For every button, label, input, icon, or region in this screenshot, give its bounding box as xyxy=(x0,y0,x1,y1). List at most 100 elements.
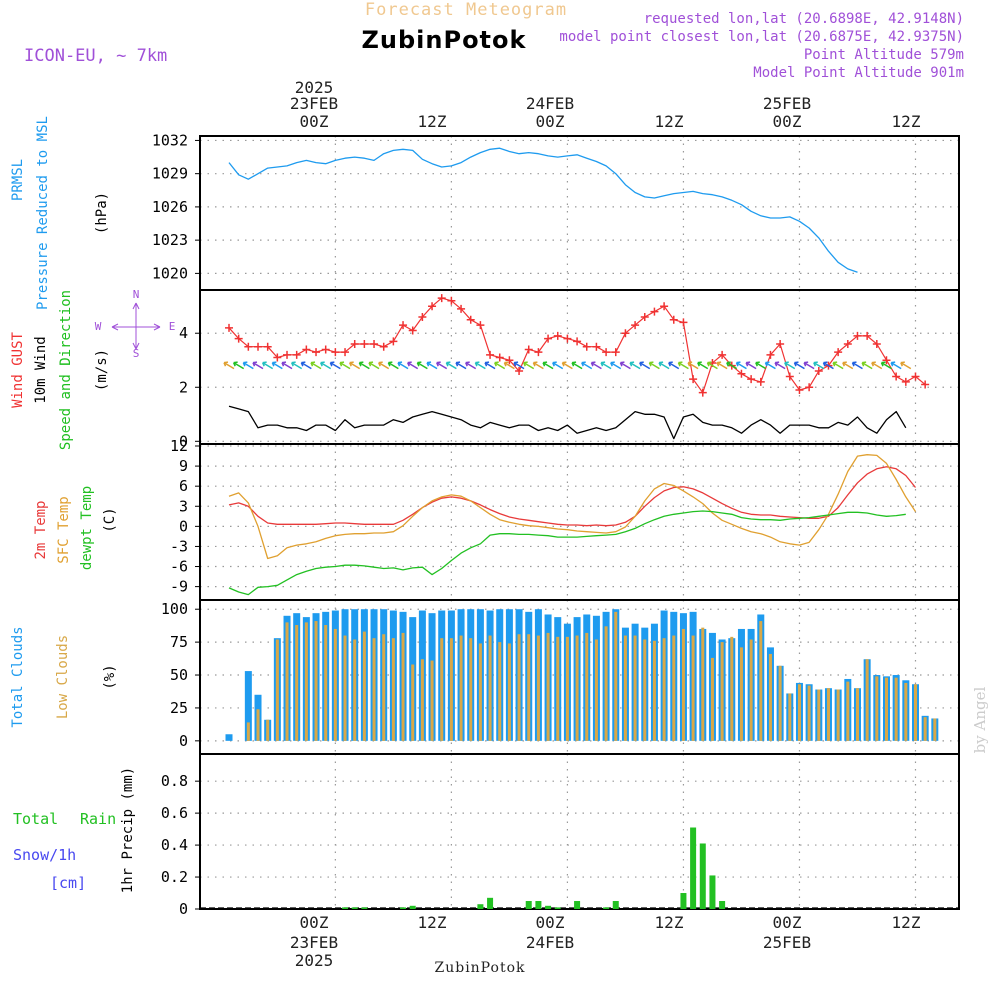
wind-direction-arrow xyxy=(223,361,235,370)
wind-direction-arrow xyxy=(484,361,496,370)
pressure-label-prmsl: PRMSL xyxy=(10,159,26,201)
gust-marker xyxy=(834,348,843,357)
low-clouds-bar xyxy=(498,642,502,741)
gust-marker xyxy=(418,313,427,322)
gust-marker xyxy=(350,340,359,349)
wind-direction-arrow xyxy=(252,361,264,370)
y-tick-label: 0.6 xyxy=(161,804,188,822)
low-clouds-bar xyxy=(295,625,299,741)
wind-direction-arrow xyxy=(851,361,863,370)
top-hour-tick-label: 12Z xyxy=(892,112,921,131)
wind-direction-arrow xyxy=(310,361,322,370)
precip-bar xyxy=(487,897,494,909)
wind-direction-arrow xyxy=(793,361,805,370)
low-clouds-bar xyxy=(585,632,589,741)
gust-marker xyxy=(611,348,620,357)
wind-direction-arrow xyxy=(378,361,390,370)
low-clouds-bar xyxy=(556,636,560,741)
sfc-temp-line xyxy=(228,454,917,560)
wind-direction-arrow xyxy=(474,361,486,370)
low-clouds-bar xyxy=(488,635,492,741)
low-clouds-bar xyxy=(826,688,830,741)
gust-marker xyxy=(892,372,901,381)
low-clouds-bar xyxy=(353,639,357,741)
wind-direction-arrow xyxy=(426,361,438,370)
low-clouds-bar xyxy=(430,660,434,741)
top-date-label: 25FEB xyxy=(763,94,811,113)
precip-bar xyxy=(361,907,368,909)
gust-marker xyxy=(602,348,611,357)
top-hour-tick-label: 00Z xyxy=(536,112,565,131)
low-clouds-bar xyxy=(546,632,550,741)
gust-label: Wind GUST xyxy=(10,332,26,408)
wind-direction-arrow xyxy=(513,361,525,370)
low-clouds-bar xyxy=(314,621,318,741)
precip-panel: 0 0.2 0.4 0.6 0.8 xyxy=(161,753,960,918)
wind-direction-arrow xyxy=(329,361,341,370)
wind-direction-arrow xyxy=(465,361,477,370)
wind-direction-arrow xyxy=(745,361,757,370)
y-tick-label: 12 xyxy=(170,437,188,455)
low-clouds-bar xyxy=(846,681,850,741)
wind-direction-arrow xyxy=(494,361,506,370)
gust-marker xyxy=(515,367,524,376)
precip-bar xyxy=(709,875,716,909)
dewpt-label: dewpt Temp xyxy=(79,486,95,570)
gust-marker xyxy=(776,340,785,349)
gust-marker xyxy=(756,377,765,386)
low-clouds-bar xyxy=(759,621,763,741)
precip-panel-frame xyxy=(199,753,960,910)
y-tick-label: -9 xyxy=(170,578,188,596)
y-tick-label: 1026 xyxy=(152,198,188,216)
precip-bar xyxy=(477,904,484,909)
total-clouds-bar xyxy=(244,671,252,741)
gust-marker xyxy=(370,340,379,349)
y-tick-label: 3 xyxy=(179,497,188,515)
low-clouds-bar xyxy=(672,635,676,741)
gust-marker xyxy=(312,348,321,357)
temp-unit: (C) xyxy=(102,507,118,532)
wind-direction-arrow xyxy=(619,361,631,370)
low-clouds-bar xyxy=(623,635,627,741)
model-label: ICON-EU, ~ 7km xyxy=(24,46,167,66)
gust-marker xyxy=(805,383,814,392)
gust-marker xyxy=(795,385,804,394)
wind-direction-arrow xyxy=(668,361,680,370)
rain-label: Rain xyxy=(80,810,116,828)
precip-bar xyxy=(699,843,706,909)
low-clouds-bar xyxy=(701,627,705,741)
low-clouds-bar xyxy=(933,718,937,741)
wind-direction-arrow xyxy=(503,361,515,370)
low-clouds-bar xyxy=(739,647,743,741)
gust-marker xyxy=(660,302,669,311)
clouds-unit: (%) xyxy=(102,664,118,689)
wind-direction-arrow xyxy=(755,361,767,370)
wind-direction-arrow xyxy=(716,361,728,370)
location-title: ZubinPotok xyxy=(362,26,527,54)
gust-marker xyxy=(766,350,775,359)
wind-direction-arrow xyxy=(436,361,448,370)
low-clouds-bar xyxy=(266,719,270,741)
y-tick-label: 4 xyxy=(179,324,188,342)
gust-marker xyxy=(621,329,630,338)
pressure-panel: 1020 1023 1026 1029 1032 xyxy=(152,131,960,291)
bottom-hour-tick-label: 12Z xyxy=(655,913,684,932)
wind-direction-arrow xyxy=(784,361,796,370)
low-clouds-bar xyxy=(604,626,608,741)
wind-direction-arrow xyxy=(842,361,854,370)
credit-watermark: by Angel xyxy=(971,686,989,753)
gust-line xyxy=(228,297,926,394)
wind-direction-arrow xyxy=(571,361,583,370)
low-clouds-bar xyxy=(536,635,540,741)
low-clouds-bar xyxy=(246,722,250,741)
gust-marker xyxy=(273,353,282,362)
gust-marker xyxy=(872,340,881,349)
wind-direction-arrow xyxy=(774,361,786,370)
bottom-date-label: 25FEB xyxy=(763,933,811,952)
compass-arrowheads xyxy=(111,302,161,350)
wind-direction-arrow xyxy=(803,361,815,370)
precip-bar xyxy=(574,901,581,909)
wind-direction-arrow xyxy=(861,361,873,370)
bottom-date-label: 23FEB xyxy=(290,933,338,952)
